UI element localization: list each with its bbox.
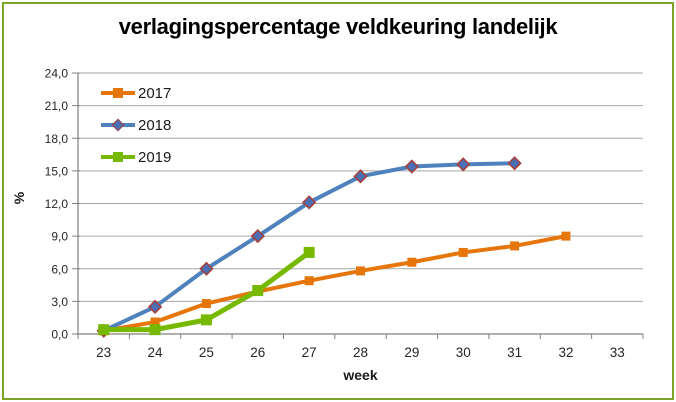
x-tick-label: 25: [199, 345, 214, 360]
legend-swatch-2018: [101, 118, 135, 132]
series-marker-2017: [510, 241, 520, 251]
x-tick-label: 26: [250, 345, 265, 360]
series-marker-2017: [407, 257, 417, 267]
series-marker-2018: [507, 156, 522, 171]
legend-label: 2019: [138, 148, 172, 166]
series-marker-2018: [404, 159, 420, 174]
y-tick-label: 6,0: [51, 262, 68, 276]
y-tick-label: 18,0: [45, 132, 69, 146]
series-marker-2019: [303, 246, 315, 258]
series-marker-2018: [199, 261, 214, 276]
y-tick-label: 9,0: [51, 230, 68, 244]
square-marker-icon: [113, 152, 123, 162]
legend-swatch-2017: [101, 86, 135, 100]
series-marker-2017: [458, 247, 468, 257]
diamond-marker-icon: [111, 118, 125, 132]
series-marker-2017: [561, 231, 571, 241]
x-tick-label: 24: [148, 345, 164, 360]
series-marker-2017: [356, 266, 365, 276]
series-line-2017: [101, 234, 568, 333]
legend-item-2019: 2019: [101, 141, 171, 173]
x-tick-label: 23: [96, 345, 111, 360]
legend-swatch-2019: [101, 150, 135, 164]
x-tick-label: 32: [558, 345, 573, 360]
series-marker-2019: [98, 324, 110, 336]
x-tick-label: 30: [456, 345, 471, 360]
series-marker-2017: [304, 276, 314, 286]
series-marker-2019: [200, 314, 212, 326]
x-tick-label: 29: [404, 345, 419, 360]
y-tick-label: 3,0: [51, 295, 68, 309]
legend-label: 2017: [138, 84, 172, 102]
x-axis-title: week: [343, 367, 378, 383]
y-tick-label: 24,0: [45, 67, 69, 81]
x-tick-label: 27: [302, 345, 317, 360]
series-marker-2018: [147, 299, 163, 314]
series-marker-2018: [353, 169, 368, 184]
series-marker-2019: [149, 324, 161, 336]
y-tick-label: 21,0: [45, 99, 69, 113]
legend-label: 2018: [138, 116, 172, 134]
y-tick-label: 12,0: [45, 197, 69, 211]
series-marker-2019: [252, 285, 264, 296]
legend-item-2017: 2017: [101, 77, 171, 109]
x-tick-label: 28: [353, 345, 368, 360]
series-marker-2018: [301, 195, 317, 210]
legend: 2017 2018 2019: [101, 77, 171, 173]
square-marker-icon: [113, 88, 123, 98]
y-tick-label: 15,0: [45, 164, 69, 178]
legend-item-2018: 2018: [101, 109, 171, 141]
series-marker-2017: [150, 317, 160, 327]
y-axis-title: %: [11, 191, 27, 205]
x-tick-label: 31: [507, 345, 522, 360]
x-tick-label: 33: [610, 345, 625, 360]
series-marker-2018: [456, 157, 471, 172]
series-marker-2018: [250, 228, 265, 244]
series-marker-2017: [201, 299, 211, 309]
y-tick-label: 0,0: [51, 328, 68, 342]
chart-title: verlagingspercentage veldkeuring landeli…: [118, 14, 558, 39]
